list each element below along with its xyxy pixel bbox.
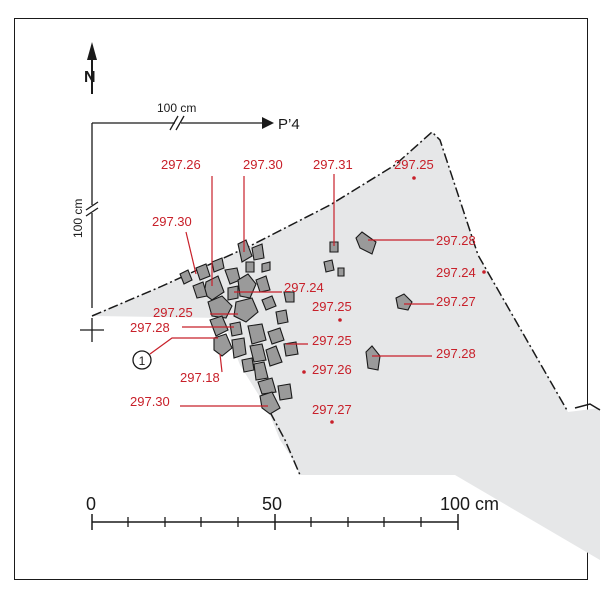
stone	[395, 293, 413, 311]
stone	[283, 291, 295, 303]
stone	[249, 343, 267, 363]
stone	[179, 269, 193, 285]
elevation-label: 297.25	[312, 299, 352, 314]
elevation-point	[330, 420, 334, 424]
excavation-boundary-west	[269, 411, 301, 476]
elevation-labels: 297.26 297.30 297.31 297.25 297.30 297.2…	[130, 157, 476, 417]
stone	[329, 241, 339, 253]
north-label: N	[84, 69, 96, 86]
stone	[213, 333, 233, 357]
stone	[251, 243, 265, 261]
stone	[261, 261, 271, 273]
stone	[255, 275, 271, 293]
elevation-label: 297.25	[394, 157, 434, 172]
elevation-label: 297.25	[153, 305, 193, 320]
vertical-distance-label: 100 cm	[71, 199, 85, 238]
scale-label-100: 100 cm	[440, 494, 499, 514]
map-frame	[14, 18, 588, 580]
elevation-label: 297.24	[436, 265, 476, 280]
scale-label-50: 50	[262, 494, 282, 514]
elevation-label: 297.24	[284, 280, 324, 295]
stone	[365, 345, 381, 371]
stone	[241, 357, 255, 373]
stones	[179, 231, 413, 415]
stone	[257, 377, 277, 395]
stone	[192, 281, 208, 299]
elevation-label: 297.30	[243, 157, 283, 172]
elevation-label: 297.26	[312, 362, 352, 377]
stone	[231, 337, 247, 359]
section-label: P’4	[278, 116, 300, 133]
elevation-label: 297.28	[436, 346, 476, 361]
elevation-label: 297.25	[312, 333, 352, 348]
elevation-point	[338, 318, 342, 322]
elevation-point	[412, 176, 416, 180]
stone	[245, 261, 255, 273]
stone	[355, 231, 377, 255]
reference-axes	[80, 115, 274, 342]
stone	[275, 309, 289, 325]
stone	[227, 285, 239, 301]
elevation-label: 297.26	[161, 157, 201, 172]
stone	[267, 327, 285, 345]
scale-label-0: 0	[86, 494, 96, 514]
scale-bar	[91, 514, 459, 530]
elevation-label: 297.27	[436, 294, 476, 309]
north-arrow-icon	[87, 42, 97, 94]
elevation-label: 297.28	[130, 320, 170, 335]
stone	[265, 345, 283, 367]
elevation-point	[302, 370, 306, 374]
marker-circle	[132, 350, 152, 370]
leaders	[149, 174, 434, 407]
stone	[253, 361, 269, 381]
stone	[237, 239, 253, 263]
elevation-label: 297.27	[312, 402, 352, 417]
stone	[261, 295, 277, 311]
elevation-label: 297.18	[180, 370, 220, 385]
excavated-area	[92, 132, 600, 560]
stone	[209, 315, 229, 337]
elevation-label: 297.30	[130, 394, 170, 409]
stone	[229, 321, 243, 337]
elevation-label: 297.30	[152, 214, 192, 229]
stone	[277, 383, 293, 401]
excavation-boundary-right	[574, 403, 601, 411]
elevation-label: 297.28	[436, 233, 476, 248]
stone	[283, 341, 299, 357]
stone	[337, 267, 345, 277]
elevation-points	[302, 176, 486, 424]
stone	[323, 259, 335, 273]
stone	[247, 323, 267, 345]
stone	[211, 257, 225, 273]
horizontal-distance-label: 100 cm	[157, 101, 196, 115]
stone	[195, 263, 211, 281]
elevation-point	[482, 270, 486, 274]
marker-label: 1	[139, 354, 146, 368]
elevation-label: 297.31	[313, 157, 353, 172]
